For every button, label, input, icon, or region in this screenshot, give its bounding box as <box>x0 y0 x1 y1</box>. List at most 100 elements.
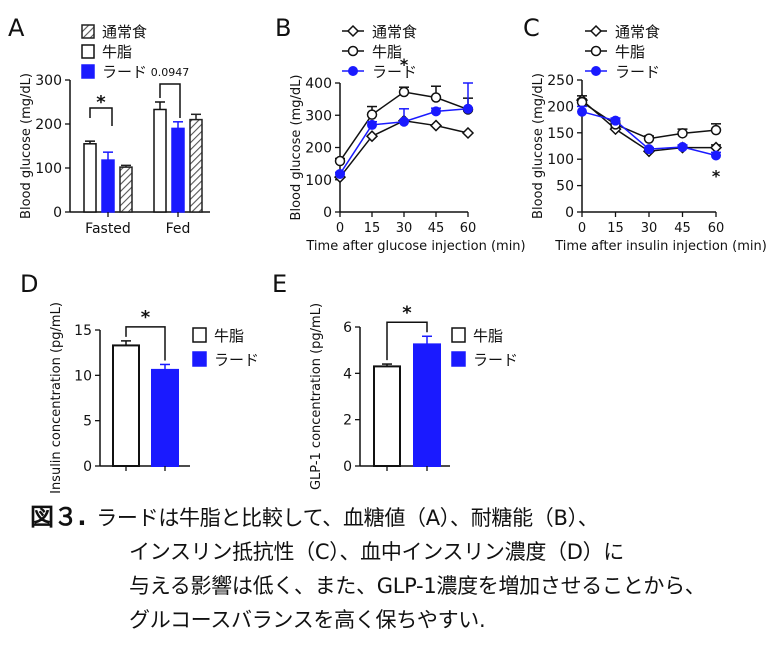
D-y-tick-label: 0 <box>83 459 92 475</box>
legend-label: 牛脂 <box>615 43 645 61</box>
A-y-tick-label: 100 <box>35 161 62 177</box>
B-point-ラード <box>335 168 345 179</box>
legend-label: 牛脂 <box>473 327 503 345</box>
C-point-ラード <box>677 142 688 153</box>
B-point-ラード <box>399 116 409 127</box>
B-x-tick-label: 60 <box>460 221 477 236</box>
legend-swatch <box>451 351 466 367</box>
B-y-tick-label: 400 <box>305 76 332 92</box>
legend-label: 通常食 <box>372 23 417 41</box>
C-x-tick-label: 45 <box>674 221 691 236</box>
legend-label: 牛脂 <box>214 327 244 345</box>
E-y-tick-label: 6 <box>343 320 352 336</box>
C-y-tick-label: 250 <box>547 73 574 89</box>
legend-label: 牛脂 <box>372 43 402 61</box>
C-x-tick-label: 30 <box>641 221 658 236</box>
panel-letter-D: D <box>20 270 38 298</box>
C-y-label: Blood glucose (mg/dL) <box>531 73 546 219</box>
A-y-tick-label: 200 <box>35 117 62 133</box>
legend-marker <box>589 24 603 38</box>
B-point-牛脂 <box>398 86 410 98</box>
B-point-牛脂 <box>430 92 442 103</box>
C-point-ラード <box>610 115 621 126</box>
caption-line-3: 与える影響は低く、また、GLP-1濃度を増加させることから、 <box>129 574 706 598</box>
C-x-tick-label: 0 <box>578 221 586 236</box>
A-bar-ラード <box>101 159 115 213</box>
D-sig-star: * <box>141 307 151 328</box>
C-y-tick-label: 0 <box>565 205 574 221</box>
C-x-label: Time after insulin injection (min) <box>554 239 767 254</box>
figure-caption: 図３. ラードは牛脂と比較して、血糖値（A）、耐糖能（B）、 インスリン抵抗性（C… <box>30 500 770 637</box>
legend-swatch <box>81 24 95 39</box>
legend-label: ラード <box>372 63 417 81</box>
C-sig-star: * <box>712 167 721 186</box>
legend-marker <box>346 24 360 38</box>
C-point-ラード <box>577 106 587 117</box>
A-p-value: 0.0947 <box>151 66 190 79</box>
B-point-牛脂 <box>334 155 346 167</box>
E-bar-牛脂 <box>373 365 401 467</box>
legend-swatch <box>192 351 207 367</box>
B-point-牛脂 <box>366 109 378 120</box>
E-sig-bracket <box>386 321 428 361</box>
B-point-ラード <box>367 119 377 130</box>
panel-letter-B: B <box>275 14 291 42</box>
D-y-tick-label: 15 <box>74 323 92 339</box>
B-x-tick-label: 0 <box>336 221 344 236</box>
C-point-牛脂 <box>643 133 655 144</box>
C-y-tick-label: 150 <box>547 126 574 142</box>
A-bar-牛脂 <box>153 108 167 213</box>
legend-label: ラード <box>102 63 147 81</box>
B-point-ラード <box>463 103 473 114</box>
A-sig-bracket <box>89 107 113 126</box>
B-x-tick-label: 30 <box>396 221 413 236</box>
C-point-牛脂 <box>710 124 722 136</box>
A-y-tick-label: 0 <box>53 205 62 221</box>
legend-label: ラード <box>615 63 660 81</box>
A-bar-通常食 <box>119 166 133 213</box>
C-x-tick-label: 60 <box>708 221 725 236</box>
C-point-牛脂 <box>677 128 688 139</box>
A-y-tick-label: 300 <box>35 73 62 89</box>
B-x-label: Time after glucose injection (min) <box>305 239 525 254</box>
legend-marker <box>347 45 359 57</box>
legend-marker <box>590 45 602 57</box>
B-sig-star: * <box>400 55 409 74</box>
legend-swatch <box>192 327 207 343</box>
B-y-label: Blood glucose (mg/dL) <box>289 75 304 221</box>
A-bar-牛脂 <box>83 143 97 213</box>
B-x-tick-label: 45 <box>428 221 445 236</box>
B-point-通常食 <box>461 126 475 140</box>
E-y-tick-label: 4 <box>343 366 352 382</box>
legend-marker <box>591 66 601 76</box>
caption-label: 図３. <box>30 503 87 531</box>
C-series-line-牛脂 <box>581 101 717 140</box>
C-point-ラード <box>711 150 721 161</box>
D-y-tick-label: 10 <box>74 368 92 384</box>
A-x-tick-label: Fasted <box>85 221 131 237</box>
A-bar-通常食 <box>189 118 203 213</box>
legend-label: 通常食 <box>102 23 147 41</box>
E-y-tick-label: 0 <box>343 459 352 475</box>
panel-letter-E: E <box>272 270 287 298</box>
caption-line-1: 図３. ラードは牛脂と比較して、血糖値（A）、耐糖能（B）、 <box>30 500 770 535</box>
A-sig-star: * <box>96 92 106 113</box>
D-bar-牛脂 <box>112 344 140 467</box>
C-y-tick-label: 200 <box>547 99 574 115</box>
legend-label: ラード <box>214 351 259 369</box>
B-y-tick-label: 200 <box>305 141 332 157</box>
B-y-tick-label: 0 <box>323 205 332 221</box>
A-bar-ラード <box>171 127 185 213</box>
B-y-tick-label: 100 <box>305 173 332 189</box>
legend-swatch <box>451 327 466 343</box>
legend-swatch <box>81 44 95 59</box>
A-y-label: Blood glucose (mg/dL) <box>19 73 34 219</box>
B-y-tick-label: 300 <box>305 108 332 124</box>
legend-label: 通常食 <box>615 23 660 41</box>
panel-letter-C: C <box>523 14 540 42</box>
C-x-tick-label: 15 <box>607 221 624 236</box>
C-point-ラード <box>644 144 654 155</box>
B-point-ラード <box>431 106 441 117</box>
C-y-tick-label: 50 <box>556 179 574 195</box>
